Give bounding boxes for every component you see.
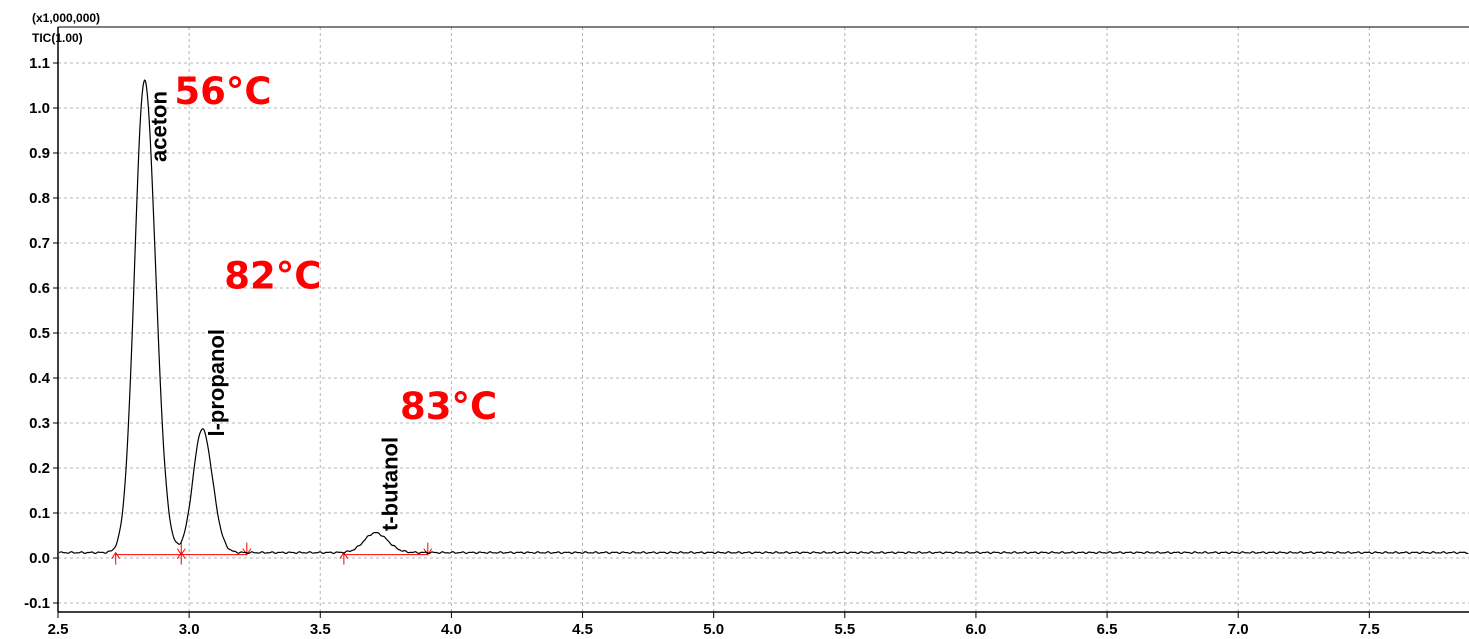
tick-labels: -0.1 0.0 0.1 0.2 0.3 0.4 0.5 0.6 0.7 0.8 0.9 1.0 1.1… [24, 55, 1380, 638]
x-tick-label: 2.5 [48, 621, 69, 638]
trace-label: TIC(1.00) [32, 31, 83, 45]
peak-label-l-propanol: l-propanol [204, 329, 229, 437]
y-tick-label: 0.8 [29, 190, 50, 207]
temperature-annotation: 82°C [224, 255, 321, 298]
x-tick-label: 5.0 [703, 621, 724, 638]
integration-start-marker [111, 551, 121, 565]
y-tick-label: 1.0 [29, 100, 50, 117]
tic-trace-line [58, 79, 1469, 555]
grid-lines [57, 27, 1469, 612]
x-tick-label: 7.0 [1228, 621, 1249, 638]
peak-labels: aceton 56°C l-propanol 82°C t-butanol 83°C [147, 70, 498, 531]
axes [57, 26, 1469, 613]
x-tick-label: 4.5 [572, 621, 593, 638]
y-tick-label: -0.1 [24, 595, 50, 612]
y-tick-label: 0.6 [29, 280, 50, 297]
integration-markers [111, 542, 433, 565]
x-tick-label: 3.5 [310, 621, 331, 638]
y-tick-label: 0.2 [29, 460, 50, 477]
x-tick-label: 6.5 [1097, 621, 1118, 638]
x-tick-label: 4.0 [441, 621, 462, 638]
integration-start-marker [176, 551, 186, 565]
y-tick-label: 0.0 [29, 550, 50, 567]
x-tick-label: 5.5 [834, 621, 855, 638]
peak-label-t-butanol: t-butanol [377, 437, 402, 531]
scale-label: (x1,000,000) [32, 11, 100, 25]
y-tick-label: 0.4 [29, 370, 51, 387]
y-tick-label: 0.5 [29, 325, 50, 342]
x-tick-label: 6.0 [966, 621, 987, 638]
temperature-annotation: 83°C [400, 385, 497, 428]
y-tick-label: 1.1 [29, 55, 50, 72]
temperature-annotation: 56°C [174, 70, 271, 113]
y-tick-label: 0.3 [29, 415, 50, 432]
x-tick-label: 3.0 [179, 621, 200, 638]
peak-label-aceton: aceton [147, 91, 172, 162]
y-tick-label: 0.9 [29, 145, 50, 162]
y-tick-label: 0.1 [29, 505, 50, 522]
y-tick-label: 0.7 [29, 235, 50, 252]
x-tick-label: 7.5 [1359, 621, 1380, 638]
